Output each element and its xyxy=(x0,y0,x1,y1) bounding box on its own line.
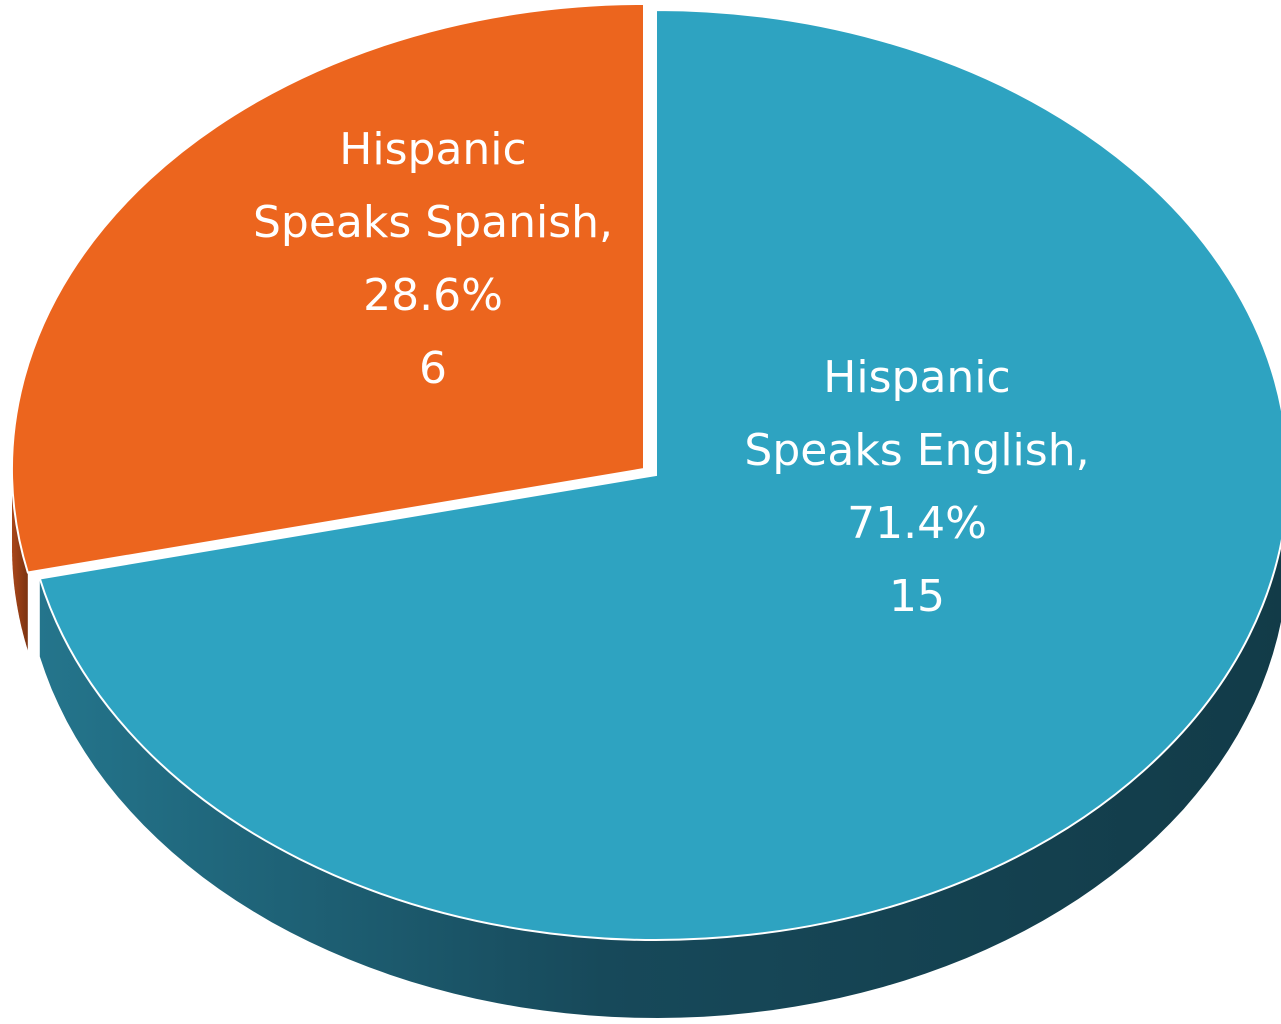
label-subcategory-1: Speaks English, xyxy=(744,425,1089,476)
pie-slice-2 xyxy=(10,2,645,574)
pie-slice-side-2 xyxy=(12,469,28,651)
pie-depth-layer xyxy=(12,469,1281,1018)
label-percent-1: 71.4% xyxy=(847,498,987,549)
pie-slice-side-1 xyxy=(39,543,1281,1018)
pie-slice-label-2: Hispanic Speaks Spanish, 28.6% 6 xyxy=(253,124,613,394)
label-value-2: 6 xyxy=(419,343,447,394)
label-category-2: Hispanic xyxy=(339,124,526,175)
pie-slice-label-1: Hispanic Speaks English, 71.4% 15 xyxy=(744,352,1089,622)
label-value-1: 15 xyxy=(889,571,945,622)
pie-slice-1 xyxy=(38,8,1281,941)
label-percent-2: 28.6% xyxy=(363,270,503,321)
label-subcategory-2: Speaks Spanish, xyxy=(253,197,613,248)
pie-slices xyxy=(10,2,1281,941)
label-category-1: Hispanic xyxy=(823,352,1010,403)
pie-data-labels: Hispanic Speaks English, 71.4% 15 Hispanic Sp… xyxy=(253,124,1090,622)
